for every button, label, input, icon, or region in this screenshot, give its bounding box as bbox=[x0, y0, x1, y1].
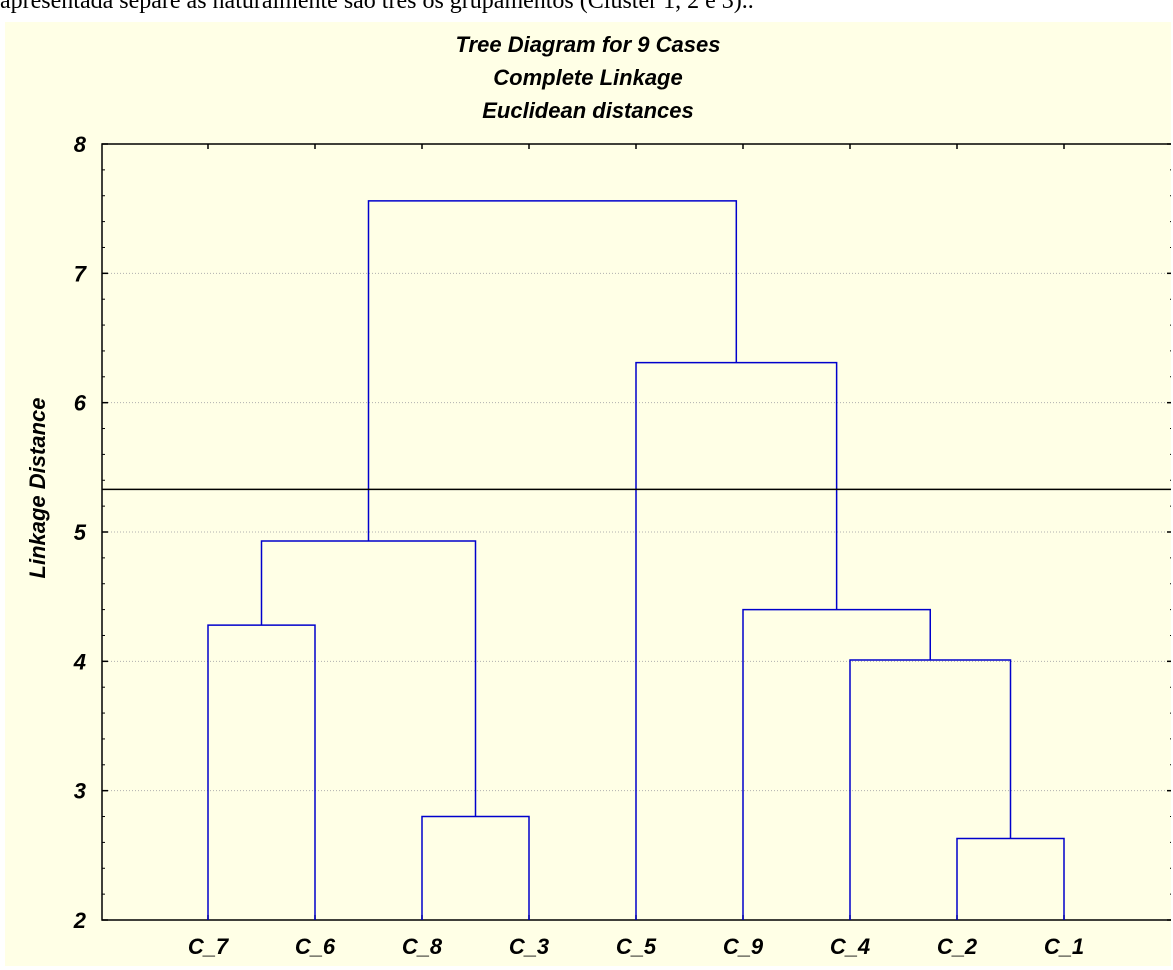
chart-panel: Tree Diagram for 9 Cases Complete Linkag… bbox=[5, 22, 1171, 966]
leaf-label: C_2 bbox=[937, 934, 978, 959]
leaf-label: C_5 bbox=[616, 934, 657, 959]
page-header-text: apresentada separe as naturalmente são t… bbox=[0, 0, 754, 14]
chart-title: Tree Diagram for 9 Cases bbox=[455, 32, 721, 57]
dendrogram-link bbox=[635, 361, 838, 920]
dendrogram-link bbox=[260, 540, 477, 817]
leaf-label: C_1 bbox=[1044, 934, 1084, 959]
y-tick-label: 8 bbox=[74, 132, 87, 157]
y-tick-label: 3 bbox=[74, 779, 86, 804]
page-header-strip: apresentada separe as naturalmente são t… bbox=[0, 0, 1173, 18]
dendrogram-link bbox=[421, 815, 530, 920]
dendrogram-plot: 2 3 4 5 6 7 8 C_7 C_6 C_8 C_3 C_5 C_9 C_4 C_2 C_1 bbox=[73, 132, 1171, 959]
leaf-label: C_6 bbox=[295, 934, 336, 959]
leaf-label: C_7 bbox=[188, 934, 230, 959]
dendrogram-link bbox=[367, 200, 738, 542]
leaf-label: C_8 bbox=[402, 934, 443, 959]
y-tick-label: 2 bbox=[73, 908, 87, 933]
leaf-label: C_9 bbox=[723, 934, 764, 959]
y-tick-label: 7 bbox=[74, 261, 88, 286]
y-tick-label: 5 bbox=[74, 520, 87, 545]
leaf-label: C_4 bbox=[830, 934, 870, 959]
dendrogram-link bbox=[849, 659, 1012, 920]
leaf-label: C_3 bbox=[509, 934, 549, 959]
y-tick-label: 4 bbox=[73, 649, 86, 674]
dendrogram-link bbox=[742, 608, 931, 920]
dendrogram-link bbox=[207, 624, 316, 920]
chart-subtitle-linkage: Complete Linkage bbox=[493, 65, 683, 90]
chart-subtitle-distance: Euclidean distances bbox=[482, 98, 694, 123]
dendrogram-link bbox=[956, 837, 1065, 920]
y-tick-label: 6 bbox=[74, 391, 87, 416]
